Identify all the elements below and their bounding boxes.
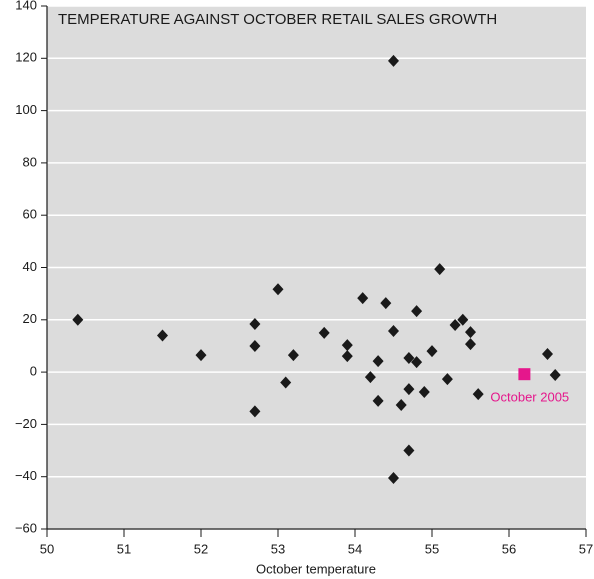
x-axis-label: October temperature <box>256 561 376 576</box>
point <box>403 351 415 364</box>
y-tick-label: 20 <box>23 311 37 326</box>
y-tick-label: 0 <box>30 364 37 379</box>
point <box>72 313 84 326</box>
point <box>249 339 261 352</box>
point <box>426 345 438 358</box>
point <box>388 325 399 338</box>
point <box>249 405 261 418</box>
highlight-point <box>518 368 531 381</box>
point <box>449 319 461 332</box>
y-tick-label: 40 <box>23 259 37 274</box>
point <box>388 54 399 67</box>
y-tick-label: 60 <box>23 207 37 222</box>
point <box>372 355 384 368</box>
point <box>441 373 453 386</box>
point <box>287 349 299 362</box>
point <box>249 317 261 330</box>
point <box>465 326 476 339</box>
x-tick-label: 50 <box>40 541 54 556</box>
point <box>341 350 353 363</box>
point <box>280 376 292 389</box>
point <box>272 283 284 296</box>
y-tick-label: 140 <box>15 0 37 12</box>
point <box>318 326 330 339</box>
x-tick-label: 57 <box>579 541 593 556</box>
point <box>372 394 384 407</box>
point <box>411 305 423 318</box>
point <box>195 349 207 362</box>
point <box>403 444 415 457</box>
point <box>364 371 376 384</box>
point <box>388 472 399 485</box>
x-tick-label: 53 <box>271 541 285 556</box>
point <box>457 313 469 326</box>
chart-title: TEMPERATURE AGAINST OCTOBER RETAIL SALES… <box>58 11 497 28</box>
point <box>465 338 476 351</box>
x-tick-label: 54 <box>348 541 362 556</box>
point <box>357 292 369 305</box>
y-tick-label: 80 <box>23 154 37 169</box>
point <box>157 329 168 342</box>
point <box>341 339 353 352</box>
point-annotation: October 2005 <box>490 390 569 405</box>
point <box>434 263 446 276</box>
point <box>472 388 484 401</box>
point <box>395 399 407 412</box>
x-tick-label: 52 <box>194 541 208 556</box>
y-tick-label: −60 <box>15 520 37 535</box>
point <box>411 356 423 369</box>
y-tick-label: −20 <box>15 416 37 431</box>
point <box>418 385 430 398</box>
x-tick-label: 56 <box>502 541 516 556</box>
y-tick-label: 120 <box>15 50 37 65</box>
x-tick-label: 51 <box>117 541 131 556</box>
x-tick-label: 55 <box>425 541 439 556</box>
y-tick-label: −40 <box>15 468 37 483</box>
y-tick-label: 100 <box>15 102 37 117</box>
point <box>403 383 415 396</box>
point <box>542 348 553 361</box>
point <box>380 297 392 310</box>
point <box>549 368 561 381</box>
